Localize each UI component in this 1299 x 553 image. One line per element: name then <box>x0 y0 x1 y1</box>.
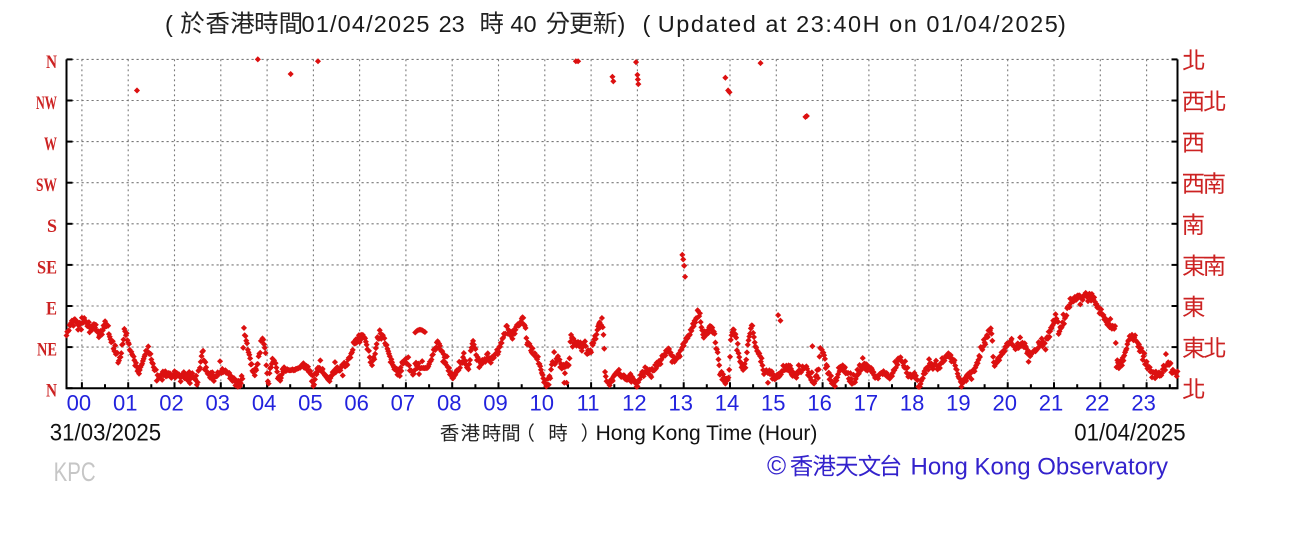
svg-text:11: 11 <box>577 391 600 416</box>
svg-text:N: N <box>46 52 57 73</box>
svg-text:04: 04 <box>252 391 276 416</box>
svg-text:19: 19 <box>946 391 970 416</box>
svg-text:08: 08 <box>437 391 461 416</box>
svg-text:Hong Kong Observatory: Hong Kong Observatory <box>911 454 1168 481</box>
svg-text:03: 03 <box>206 391 230 416</box>
svg-text:21: 21 <box>1039 391 1063 416</box>
svg-text:N: N <box>46 381 57 402</box>
svg-text:01: 01 <box>113 391 137 416</box>
svg-text:©: © <box>767 451 786 481</box>
svg-text:00: 00 <box>67 391 91 416</box>
svg-text:): ) <box>618 11 626 37</box>
svg-text:23: 23 <box>439 11 465 37</box>
svg-text:Updated at 23:40H on 01/04/202: Updated at 23:40H on 01/04/2025 <box>658 11 1058 37</box>
svg-text:22: 22 <box>1085 391 1109 416</box>
svg-text:20: 20 <box>992 391 1016 416</box>
svg-text:12: 12 <box>622 391 646 416</box>
svg-text:23: 23 <box>1131 391 1155 416</box>
svg-text:15: 15 <box>761 391 785 416</box>
svg-text:31/03/2025: 31/03/2025 <box>50 420 161 447</box>
svg-text:W: W <box>44 134 57 155</box>
svg-text:13: 13 <box>668 391 692 416</box>
svg-text:SE: SE <box>37 257 57 278</box>
svg-text:02: 02 <box>159 391 183 416</box>
svg-text:): ) <box>1058 11 1066 37</box>
svg-text:Hong Kong Time (Hour): Hong Kong Time (Hour) <box>596 422 818 445</box>
svg-text:09: 09 <box>483 391 507 416</box>
svg-text:NW: NW <box>36 93 57 114</box>
svg-text:(: ( <box>165 11 173 37</box>
svg-text:SW: SW <box>36 175 57 196</box>
svg-text:10: 10 <box>530 391 554 416</box>
svg-text:(: ( <box>643 11 651 37</box>
svg-text:05: 05 <box>298 391 322 416</box>
svg-text:S: S <box>47 216 57 237</box>
svg-text:17: 17 <box>854 391 878 416</box>
svg-text:01/04/2025: 01/04/2025 <box>302 11 430 37</box>
svg-text:07: 07 <box>391 391 415 416</box>
svg-text:KPC: KPC <box>54 457 96 487</box>
svg-text:16: 16 <box>807 391 831 416</box>
svg-text:06: 06 <box>344 391 368 416</box>
svg-text:14: 14 <box>715 391 739 416</box>
svg-text:01/04/2025: 01/04/2025 <box>1074 420 1185 447</box>
svg-text:40: 40 <box>510 11 536 37</box>
svg-text:E: E <box>46 298 57 319</box>
svg-text:NE: NE <box>37 340 57 361</box>
svg-text:18: 18 <box>900 391 924 416</box>
